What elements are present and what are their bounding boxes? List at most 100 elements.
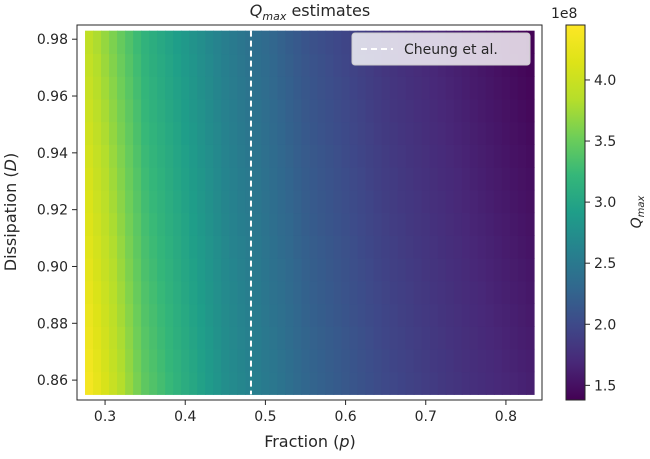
heatmap-cell bbox=[317, 53, 327, 77]
heatmap-cell bbox=[301, 53, 311, 77]
heatmap-cell bbox=[101, 280, 110, 305]
heatmap-cell bbox=[269, 30, 279, 55]
heatmap-cell bbox=[349, 144, 359, 168]
heatmap-cell bbox=[309, 280, 319, 305]
heatmap-cell bbox=[317, 189, 327, 214]
heatmap-cell bbox=[125, 235, 134, 259]
heatmap-cell bbox=[469, 212, 479, 236]
heatmap-cell bbox=[365, 303, 375, 327]
heatmap-cell bbox=[205, 280, 214, 305]
heatmap-cell bbox=[237, 348, 246, 373]
heatmap-cell bbox=[253, 30, 262, 55]
heatmap-cell bbox=[421, 167, 431, 191]
heatmap-cell bbox=[301, 144, 311, 168]
heatmap-cell bbox=[125, 98, 134, 123]
heatmap-cell bbox=[365, 167, 375, 191]
heatmap-cell bbox=[213, 235, 222, 259]
heatmap-cell bbox=[109, 30, 118, 55]
y-tick-label: 0.94 bbox=[37, 146, 68, 162]
heatmap-cell bbox=[85, 348, 94, 373]
heatmap-cell bbox=[405, 235, 415, 259]
heatmap-cell bbox=[253, 348, 262, 373]
heatmap-cell bbox=[485, 76, 495, 100]
heatmap-cell bbox=[109, 144, 118, 168]
heatmap-cell bbox=[221, 53, 230, 77]
heatmap-cell bbox=[205, 212, 214, 236]
heatmap-cell bbox=[429, 303, 439, 327]
heatmap-cell bbox=[245, 189, 254, 214]
heatmap-cell bbox=[101, 144, 110, 168]
heatmap-cell bbox=[221, 280, 230, 305]
heatmap-cell bbox=[125, 167, 134, 191]
heatmap-cell bbox=[229, 303, 238, 327]
heatmap-cell bbox=[245, 144, 254, 168]
heatmap-cell bbox=[205, 144, 214, 168]
heatmap-cell bbox=[389, 371, 399, 395]
heatmap-cell bbox=[293, 280, 303, 305]
heatmap-cell bbox=[525, 189, 535, 214]
heatmap-cell bbox=[341, 167, 351, 191]
heatmap-cell bbox=[165, 326, 174, 350]
heatmap-cell bbox=[501, 121, 511, 145]
heatmap-cell bbox=[277, 167, 287, 191]
heatmap-cell bbox=[101, 257, 110, 282]
heatmap-cell bbox=[405, 371, 415, 395]
heatmap-cell bbox=[373, 257, 383, 282]
heatmap-cell bbox=[157, 212, 166, 236]
heatmap-cell bbox=[453, 144, 463, 168]
heatmap-cell bbox=[229, 257, 238, 282]
heatmap-cell bbox=[93, 257, 102, 282]
heatmap-cell bbox=[389, 167, 399, 191]
heatmap-cell bbox=[429, 121, 439, 145]
heatmap-cell bbox=[277, 53, 287, 77]
heatmap-cell bbox=[197, 280, 206, 305]
heatmap-cell bbox=[205, 189, 214, 214]
heatmap-cell bbox=[453, 121, 463, 145]
heatmap-cell bbox=[301, 257, 311, 282]
heatmap-cell bbox=[349, 235, 359, 259]
heatmap-cell bbox=[429, 98, 439, 123]
heatmap-cell bbox=[93, 76, 102, 100]
heatmap-cell bbox=[173, 303, 182, 327]
legend-label-cheung: Cheung et al. bbox=[404, 42, 498, 58]
heatmap-cell bbox=[165, 280, 174, 305]
heatmap-cell bbox=[381, 121, 391, 145]
heatmap-cell bbox=[221, 144, 230, 168]
heatmap-cell bbox=[229, 98, 238, 123]
heatmap-cell bbox=[509, 326, 519, 350]
heatmap-cell bbox=[221, 76, 230, 100]
plot-frame bbox=[76, 24, 543, 401]
heatmap-cell bbox=[397, 144, 407, 168]
heatmap-cell bbox=[341, 53, 351, 77]
heatmap-cell bbox=[293, 371, 303, 395]
heatmap-cell bbox=[373, 212, 383, 236]
heatmap-cell bbox=[245, 326, 254, 350]
heatmap-cell bbox=[181, 76, 190, 100]
heatmap-cell bbox=[157, 167, 166, 191]
heatmap-cell bbox=[221, 303, 230, 327]
heatmap-cell bbox=[365, 98, 375, 123]
heatmap-cell bbox=[341, 212, 351, 236]
heatmap-cell bbox=[349, 371, 359, 395]
heatmap-cell bbox=[461, 257, 471, 282]
heatmap-cell bbox=[437, 76, 447, 100]
heatmap-cell bbox=[437, 257, 447, 282]
heatmap-cell bbox=[237, 212, 246, 236]
heatmap-cell bbox=[173, 144, 182, 168]
heatmap-cell bbox=[117, 167, 126, 191]
heatmap-cell bbox=[205, 303, 214, 327]
heatmap-cell bbox=[157, 371, 166, 395]
heatmap-cell bbox=[85, 303, 94, 327]
heatmap-cell bbox=[293, 303, 303, 327]
heatmap-cell bbox=[453, 98, 463, 123]
heatmap-cell bbox=[173, 235, 182, 259]
heatmap-cell bbox=[373, 76, 383, 100]
heatmap-cell bbox=[229, 371, 238, 395]
heatmap-cell bbox=[365, 235, 375, 259]
heatmap-cell bbox=[349, 167, 359, 191]
heatmap-cell bbox=[213, 144, 222, 168]
heatmap-cell bbox=[221, 189, 230, 214]
heatmap-cell bbox=[477, 371, 487, 395]
heatmap-cell bbox=[141, 167, 150, 191]
heatmap-cell bbox=[469, 280, 479, 305]
